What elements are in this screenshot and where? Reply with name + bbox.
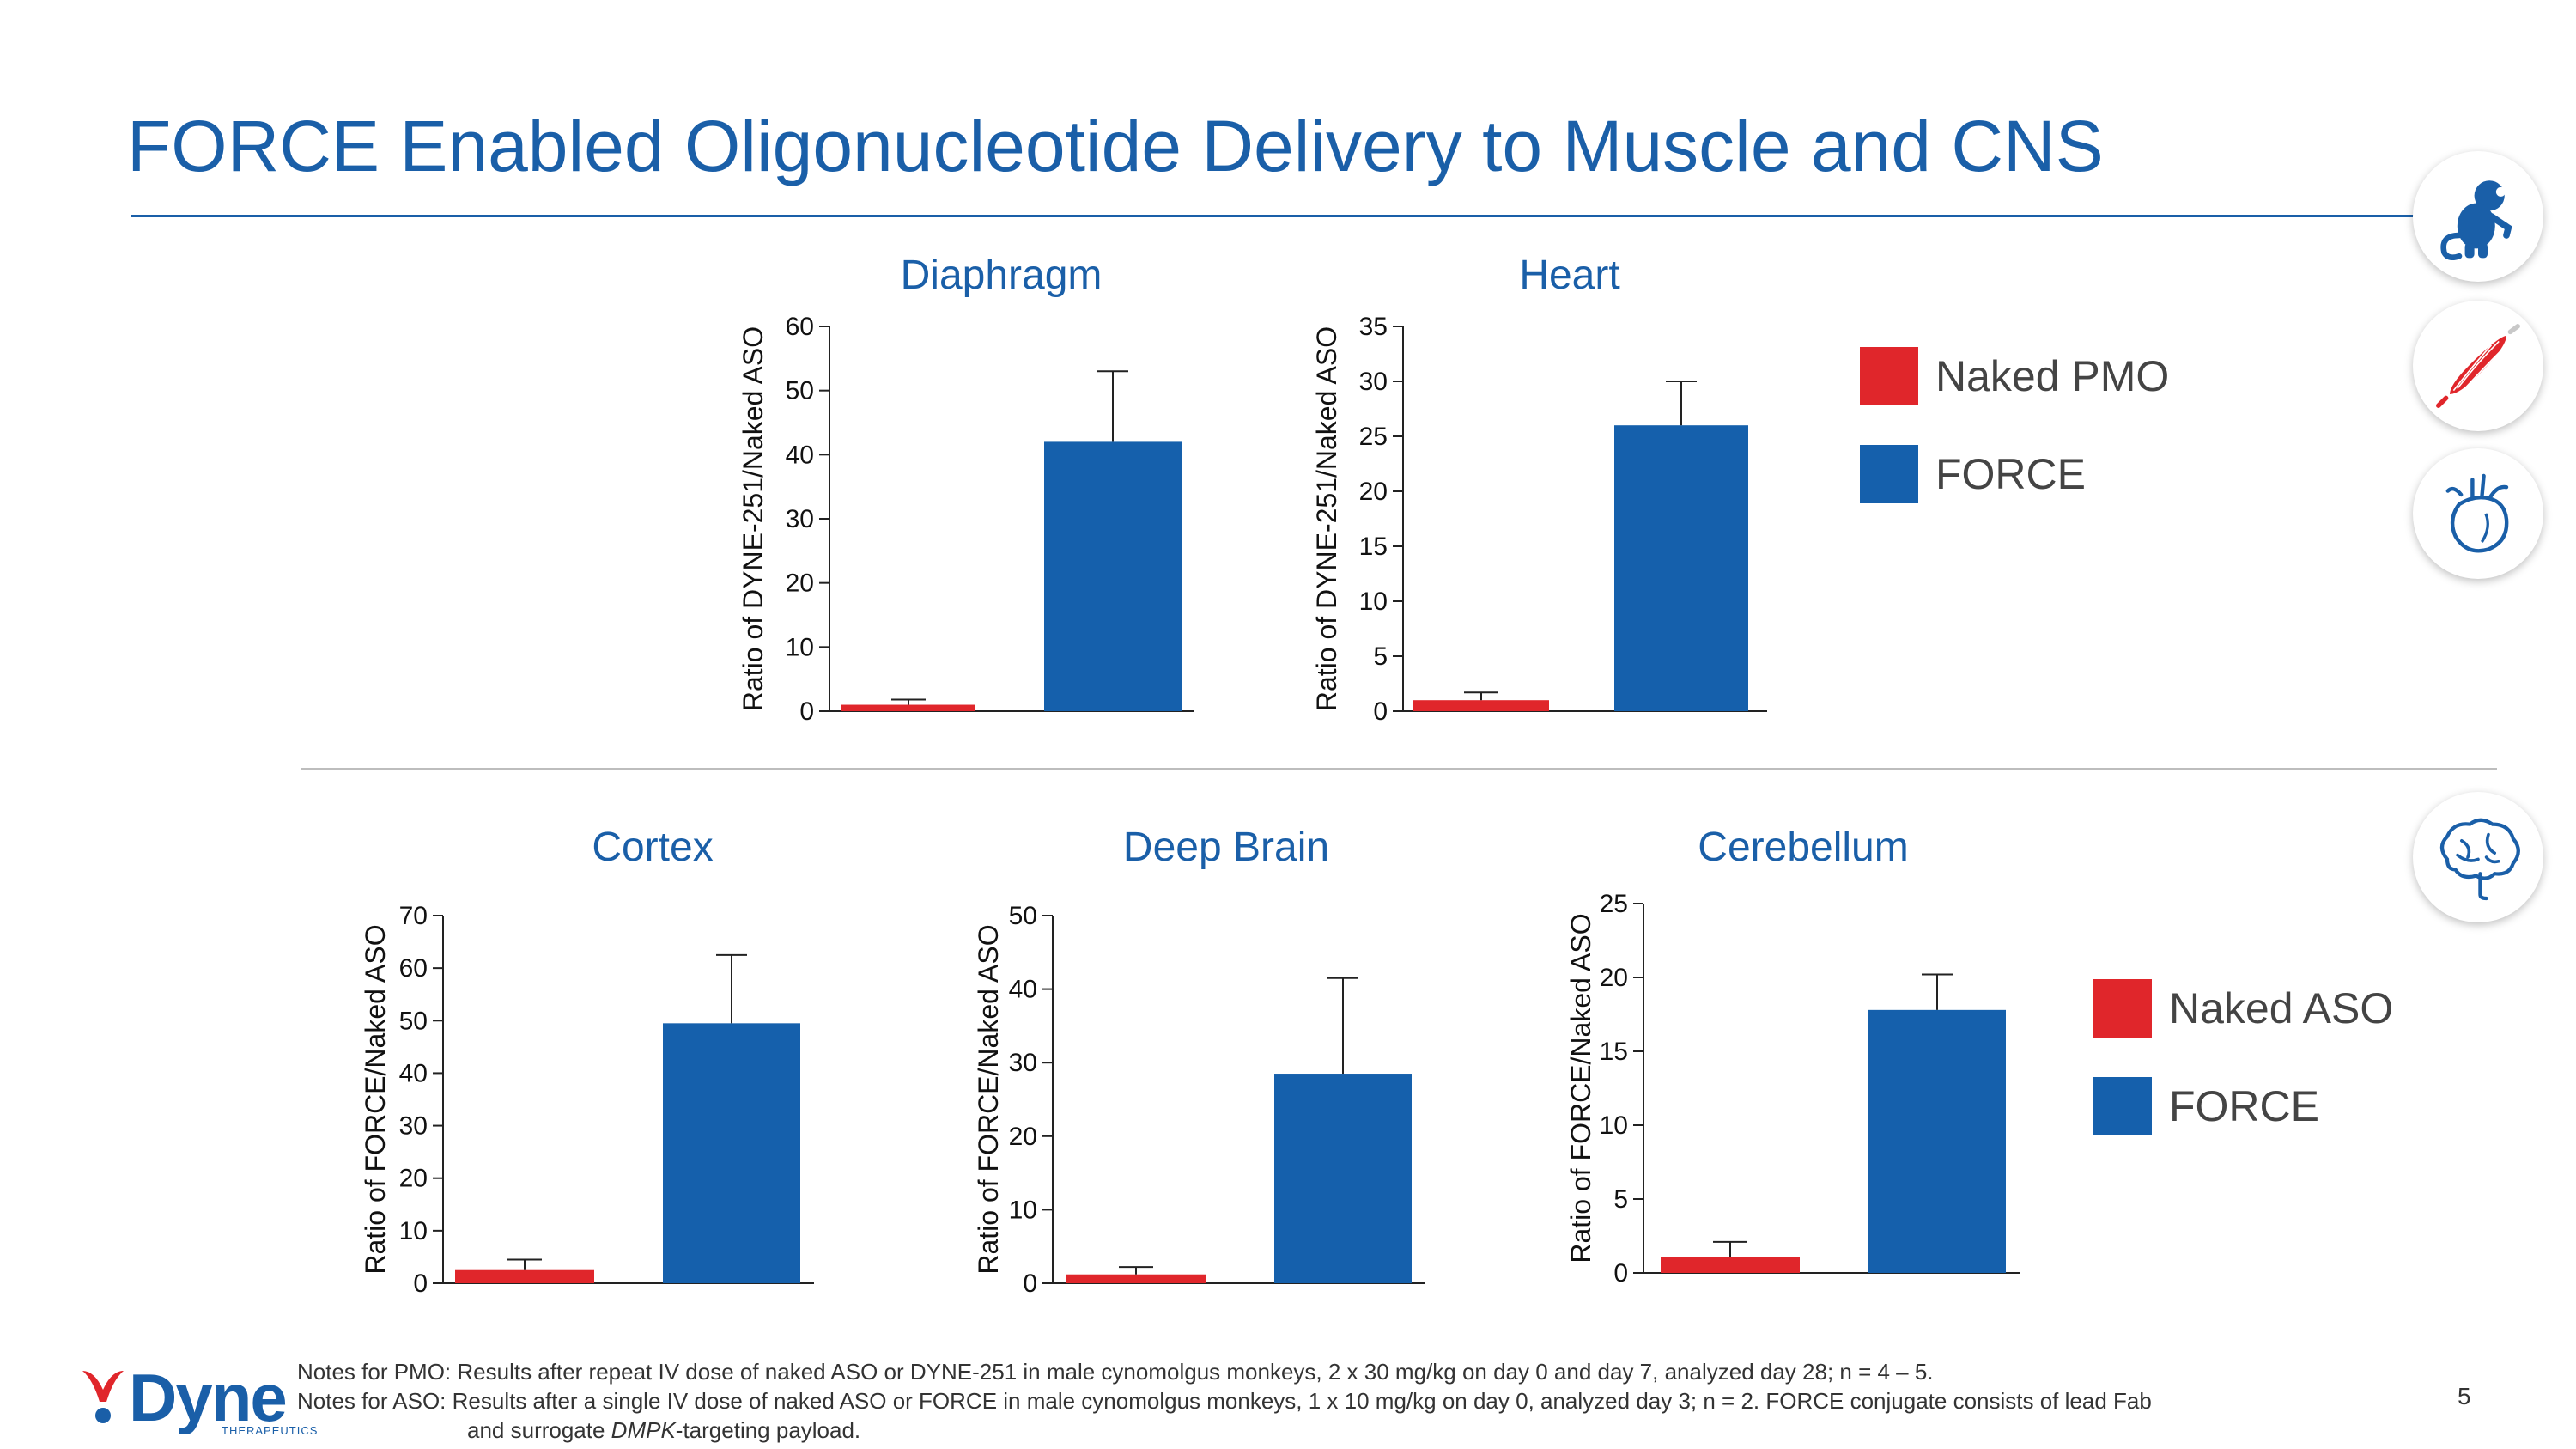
chart-title: Cerebellum [1698, 825, 1908, 870]
y-tick-label: 10 [786, 633, 814, 661]
legend-item-naked-pmo: Naked PMO [1860, 347, 2169, 405]
notes-aso-text: -targeting payload. [675, 1417, 861, 1443]
logo-wordmark: Dyne [129, 1360, 288, 1435]
y-tick-label: 20 [786, 569, 814, 598]
notes-aso-continued: and surrogate DMPK-targeting payload. [297, 1416, 2152, 1445]
y-axis-label: Ratio of FORCE/Naked ASO [360, 924, 391, 1274]
y-tick-label: 15 [1600, 1038, 1628, 1066]
page-number: 5 [2458, 1383, 2471, 1409]
chart-title: Heart [1519, 253, 1619, 298]
bar-force [1614, 425, 1748, 711]
bar-force [1044, 441, 1182, 711]
chart-title: Cortex [592, 825, 713, 870]
logo-subtitle: THERAPEUTICS [222, 1424, 319, 1437]
bar-naked [841, 704, 975, 711]
legend-item-force: FORCE [2093, 1077, 2319, 1135]
y-tick-label: 40 [399, 1059, 428, 1087]
title-divider [131, 215, 2415, 217]
bar-naked [1661, 1257, 1800, 1273]
legend-item-naked-aso: Naked ASO [2093, 979, 2393, 1038]
chart-title: Deep Brain [1123, 825, 1329, 870]
legend-swatch-force [1860, 445, 1918, 503]
company-logo: Dyne THERAPEUTICS [77, 1360, 317, 1441]
y-tick-label: 20 [1359, 478, 1388, 506]
y-tick-label: 0 [1023, 1269, 1037, 1298]
y-axis-label: Ratio of FORCE/Naked ASO [973, 924, 1004, 1274]
bar-naked [1066, 1274, 1206, 1283]
brain-icon [2439, 818, 2520, 901]
y-tick-label: 50 [1009, 902, 1037, 930]
y-tick-label: 5 [1613, 1185, 1628, 1214]
monkey-icon [2440, 180, 2512, 260]
y-tick-label: 30 [1359, 368, 1388, 396]
bar-force [1274, 1074, 1412, 1283]
y-tick-label: 5 [1373, 642, 1388, 671]
y-tick-label: 10 [1359, 588, 1388, 616]
bar-force [663, 1023, 800, 1283]
y-tick-label: 0 [1613, 1259, 1628, 1288]
muscle-icon [2436, 324, 2520, 408]
y-tick-label: 50 [786, 377, 814, 405]
y-axis-label: Ratio of DYNE-251/Naked ASO [1311, 326, 1342, 711]
notes-pmo: Notes for PMO: Results after repeat IV d… [297, 1359, 1934, 1385]
bar-naked [1413, 700, 1549, 711]
y-tick-label: 10 [1600, 1111, 1628, 1140]
legend-label: FORCE [1935, 450, 2086, 498]
legend-item-force: FORCE [1860, 445, 2086, 503]
heart-icon-badge [2413, 448, 2543, 579]
y-tick-label: 30 [399, 1112, 428, 1141]
bar-force [1868, 1009, 2006, 1273]
heart-icon [2445, 473, 2509, 553]
y-axis-label: Ratio of FORCE/Naked ASO [1565, 913, 1596, 1263]
y-tick-label: 35 [1359, 313, 1388, 341]
monkey-icon-badge [2413, 151, 2543, 282]
legend-swatch-naked [1860, 347, 1918, 405]
muscle-icon-badge [2413, 301, 2543, 431]
y-tick-label: 25 [1359, 423, 1388, 451]
legend-label: FORCE [2169, 1082, 2319, 1130]
notes-aso-gene: DMPK [611, 1417, 676, 1443]
bar-naked [455, 1269, 594, 1283]
y-tick-label: 0 [413, 1269, 428, 1298]
footnotes: Notes for PMO: Results after repeat IV d… [297, 1357, 2152, 1445]
y-tick-label: 10 [1009, 1196, 1037, 1224]
page-title: FORCE Enabled Oligonucleotide Delivery t… [127, 106, 2104, 186]
y-tick-label: 0 [1373, 697, 1388, 726]
y-tick-label: 40 [786, 441, 814, 469]
y-tick-label: 15 [1359, 533, 1388, 561]
y-tick-label: 70 [399, 902, 428, 930]
y-axis-label: Ratio of DYNE-251/Naked ASO [738, 326, 769, 711]
logo-mark-icon [82, 1371, 124, 1423]
y-tick-label: 60 [399, 954, 428, 983]
brain-icon-badge [2413, 792, 2543, 922]
y-tick-label: 40 [1009, 976, 1037, 1004]
y-tick-label: 20 [399, 1165, 428, 1193]
y-tick-label: 20 [1009, 1123, 1037, 1151]
y-tick-label: 50 [399, 1007, 428, 1035]
y-tick-label: 0 [799, 697, 814, 726]
section-divider [301, 768, 2497, 770]
legend-swatch-force [2093, 1077, 2152, 1135]
legend-swatch-naked [2093, 979, 2152, 1038]
y-tick-label: 25 [1600, 890, 1628, 918]
notes-aso-text: and surrogate [467, 1417, 611, 1443]
legend-label: Naked ASO [2169, 984, 2394, 1032]
y-tick-label: 60 [786, 313, 814, 341]
notes-aso: Notes for ASO: Results after a single IV… [297, 1388, 2152, 1414]
y-tick-label: 10 [399, 1217, 428, 1245]
y-tick-label: 20 [1600, 964, 1628, 992]
legend-label: Naked PMO [1935, 352, 2170, 400]
y-tick-label: 30 [1009, 1049, 1037, 1077]
chart-title: Diaphragm [901, 253, 1103, 298]
y-tick-label: 30 [786, 505, 814, 533]
